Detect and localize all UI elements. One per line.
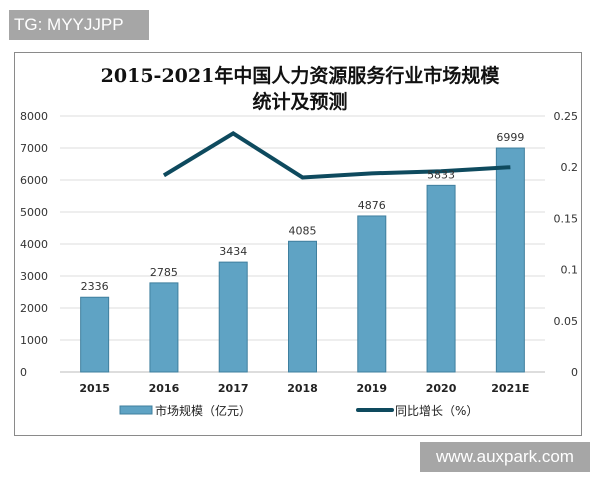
x-tick-label: 2020 <box>426 382 457 395</box>
legend-bar-swatch <box>119 405 153 415</box>
bar-data-label: 5833 <box>427 168 455 181</box>
left-tick-label: 0 <box>20 366 27 379</box>
watermark-bottom: www.auxpark.com <box>420 442 590 472</box>
legend-bar-label: 市场规模（亿元） <box>155 403 251 418</box>
bar <box>80 296 110 373</box>
bar-data-label: 2336 <box>81 280 109 293</box>
left-tick-label: 7000 <box>20 142 48 155</box>
x-tick-label: 2021E <box>491 382 529 395</box>
bar <box>426 184 456 373</box>
chart-title-line1: 2015-2021年中国人力资源服务行业市场规模 <box>101 64 501 87</box>
x-tick-label: 2017 <box>218 382 249 395</box>
bar-data-label: 4876 <box>358 199 386 212</box>
left-tick-label: 5000 <box>20 206 48 219</box>
bar <box>149 282 179 373</box>
bar-data-label: 4085 <box>289 224 317 237</box>
x-tick-label: 2018 <box>287 382 318 395</box>
bar-data-label: 3434 <box>219 245 247 258</box>
watermark-top: TG: MYYJJPP <box>9 10 149 40</box>
bar <box>495 147 525 373</box>
bar <box>357 215 387 373</box>
right-tick-label: 0.05 <box>554 315 579 328</box>
left-tick-label: 8000 <box>20 110 48 123</box>
legend-line-label: 同比增长（%） <box>395 404 478 418</box>
left-tick-label: 4000 <box>20 238 48 251</box>
left-tick-label: 1000 <box>20 334 48 347</box>
left-tick-label: 2000 <box>20 302 48 315</box>
right-tick-label: 0.25 <box>554 110 579 123</box>
x-tick-label: 2016 <box>149 382 180 395</box>
growth-line <box>162 131 511 180</box>
right-tick-label: 0.15 <box>554 212 579 225</box>
bar-data-label: 2785 <box>150 266 178 279</box>
right-tick-label: 0.1 <box>561 264 579 277</box>
bar <box>288 240 317 373</box>
bar-data-label: 6999 <box>496 131 524 144</box>
right-tick-label: 0 <box>571 366 578 379</box>
chart-title-line2: 统计及预测 <box>252 90 347 113</box>
left-tick-label: 3000 <box>20 270 48 283</box>
x-tick-label: 2019 <box>356 382 387 395</box>
left-tick-label: 6000 <box>20 174 48 187</box>
right-tick-label: 0.2 <box>561 161 579 174</box>
bar <box>218 261 248 373</box>
chart-frame <box>14 52 582 436</box>
x-tick-label: 2015 <box>79 382 110 395</box>
